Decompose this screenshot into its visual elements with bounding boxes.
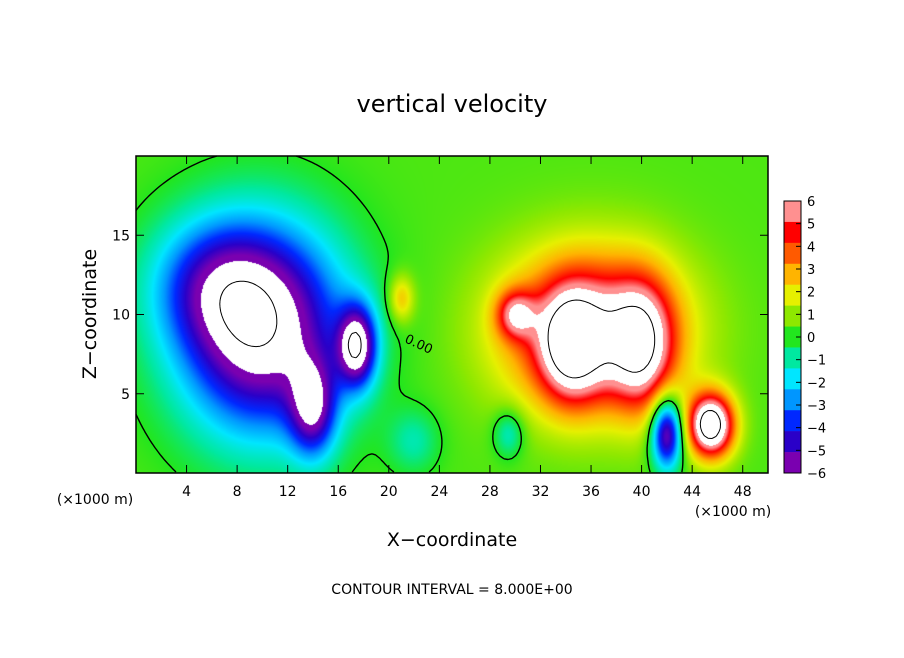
- colorbar-swatch: [784, 347, 801, 369]
- colorbar-label: 5: [807, 218, 815, 233]
- zero-contour: [135, 155, 684, 473]
- x-tick-label: 16: [329, 484, 347, 500]
- x-axis-label: X−coordinate: [387, 529, 517, 551]
- colorbar-label: −1: [807, 354, 826, 369]
- colorbar-label: −3: [807, 399, 826, 414]
- x-tick-label: 48: [734, 484, 752, 500]
- colorbar-label: −6: [807, 467, 826, 482]
- y-axis-label: Z−coordinate: [79, 249, 101, 379]
- contour-lines: [135, 155, 721, 473]
- colorbar-swatch: [784, 242, 801, 265]
- x-unit-right: (×1000 m): [695, 504, 771, 520]
- colorbar-swatch: [784, 368, 801, 390]
- colorbar-swatch: [784, 389, 801, 411]
- colorbar-label: 1: [807, 308, 815, 323]
- chart-title: vertical velocity: [357, 90, 548, 118]
- colorbar-label: 2: [807, 286, 815, 301]
- colorbar-label: 6: [807, 195, 815, 210]
- x-tick-label: 32: [532, 484, 550, 500]
- x-tick-label: 24: [430, 484, 448, 500]
- colorbar-swatch: [784, 284, 801, 306]
- x-tick-label: 4: [182, 484, 191, 500]
- x-axis-ticks: 4 8 12 16 20 24 28 32 36 40 44 48: [182, 156, 752, 500]
- colorbar: 6 5 4 3 2 1 0 −1 −2 −3 −4 −5 −6: [783, 195, 826, 482]
- heatmap-field: [136, 156, 768, 473]
- colorbar-label: 0: [807, 331, 815, 346]
- colorbar-label: 4: [807, 240, 815, 255]
- contour-interval-note: CONTOUR INTERVAL = 8.000E+00: [331, 582, 572, 598]
- y-tick-label: 5: [121, 387, 130, 403]
- colorbar-swatch: [784, 326, 801, 348]
- x-tick-label: 40: [633, 484, 651, 500]
- colorbar-label: −4: [807, 422, 826, 437]
- x-tick-label: 20: [380, 484, 398, 500]
- colorbar-swatch: [784, 201, 801, 223]
- colorbar-label: −5: [807, 444, 826, 459]
- colorbar-swatch: [784, 410, 801, 432]
- y-axis-ticks: 5 10 15: [112, 228, 768, 403]
- colorbar-swatch: [784, 431, 801, 453]
- positive-contour: [547, 299, 721, 439]
- colorbar-label: 3: [807, 263, 815, 278]
- colorbar-swatch: [784, 221, 801, 244]
- colorbar-swatch: [784, 452, 801, 474]
- x-tick-label: 12: [279, 484, 297, 500]
- y-tick-label: 10: [112, 308, 130, 324]
- negative-contour: [219, 280, 362, 359]
- x-tick-label: 28: [481, 484, 499, 500]
- colorbar-swatch: [784, 305, 801, 327]
- x-tick-label: 36: [582, 484, 600, 500]
- heatmap-field-wrapper: [136, 156, 768, 473]
- colorbar-label: −2: [807, 376, 826, 391]
- y-tick-label: 15: [112, 228, 130, 244]
- colorbar-swatch: [784, 263, 801, 285]
- x-unit-left: (×1000 m): [57, 492, 133, 508]
- x-tick-label: 44: [683, 484, 701, 500]
- x-tick-label: 8: [233, 484, 242, 500]
